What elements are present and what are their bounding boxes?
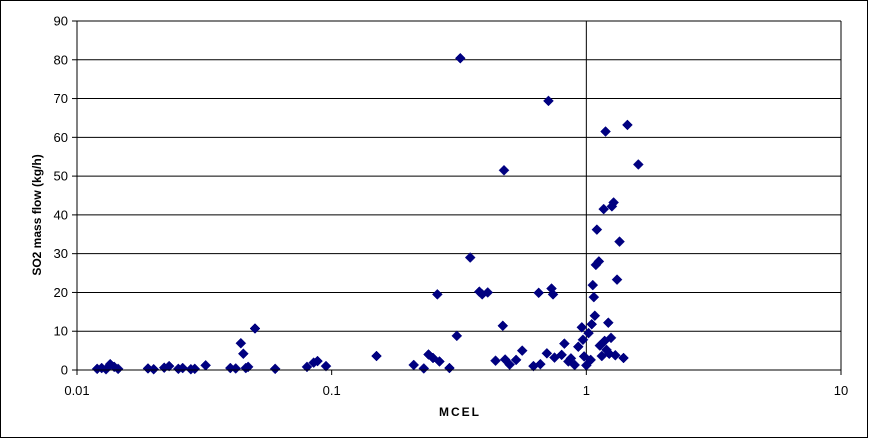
data-point bbox=[249, 323, 261, 334]
y-tick-label: 60 bbox=[54, 130, 68, 145]
data-point bbox=[434, 356, 445, 367]
y-tick-label: 80 bbox=[54, 52, 68, 67]
x-axis-label: MCEL bbox=[439, 405, 481, 419]
y-tick-label: 90 bbox=[54, 14, 68, 29]
data-point bbox=[577, 334, 589, 346]
data-point bbox=[618, 352, 629, 364]
data-point bbox=[320, 360, 332, 372]
data-point bbox=[163, 360, 175, 372]
data-point bbox=[541, 347, 553, 359]
data-point bbox=[556, 349, 568, 361]
data-point bbox=[510, 354, 522, 366]
data-point bbox=[588, 291, 600, 303]
data-point bbox=[535, 358, 546, 370]
y-tick-label: 40 bbox=[54, 207, 68, 222]
y-tick-label: 70 bbox=[54, 91, 68, 106]
data-point bbox=[586, 318, 598, 330]
data-point bbox=[576, 321, 588, 333]
data-point bbox=[602, 317, 614, 329]
data-point bbox=[614, 236, 625, 247]
y-tick-label: 30 bbox=[54, 246, 68, 261]
data-point bbox=[609, 349, 621, 361]
x-tick-label: 10 bbox=[834, 383, 848, 398]
y-tick-label: 20 bbox=[54, 285, 68, 300]
data-point bbox=[600, 126, 611, 137]
data-point bbox=[583, 327, 594, 339]
data-point bbox=[301, 361, 313, 373]
data-point bbox=[498, 164, 510, 176]
data-point bbox=[533, 287, 545, 299]
data-point bbox=[559, 338, 570, 349]
data-point bbox=[482, 287, 494, 298]
data-point bbox=[622, 119, 633, 131]
data-point bbox=[593, 256, 605, 267]
data-point bbox=[608, 197, 619, 208]
data-point bbox=[598, 203, 610, 215]
axes bbox=[72, 20, 842, 375]
data-point bbox=[490, 355, 501, 367]
data-point bbox=[371, 350, 382, 362]
data-point bbox=[585, 354, 597, 366]
data-point bbox=[269, 363, 281, 375]
x-tick-label: 0.1 bbox=[323, 383, 341, 398]
data-point bbox=[611, 274, 623, 286]
x-tick-label: 1 bbox=[583, 383, 590, 398]
data-point bbox=[242, 361, 254, 373]
y-axis-label: SO2 mass flow (kg/h) bbox=[30, 154, 44, 275]
x-tick-label: 0.01 bbox=[64, 383, 89, 398]
data-point bbox=[189, 363, 201, 375]
data-point bbox=[408, 359, 420, 371]
data-point bbox=[230, 363, 242, 374]
data-point bbox=[454, 52, 466, 64]
data-point bbox=[605, 332, 617, 344]
data-point bbox=[418, 363, 430, 374]
data-point bbox=[444, 362, 455, 374]
data-point bbox=[516, 345, 528, 356]
data-point bbox=[543, 95, 554, 107]
data-point bbox=[235, 337, 247, 349]
data-point bbox=[112, 363, 124, 375]
data-point bbox=[587, 279, 599, 291]
data-point bbox=[312, 355, 323, 367]
data-point bbox=[200, 359, 211, 371]
y-tick-label: 50 bbox=[54, 169, 68, 184]
x-tick-labels: 0.01 0.1 1 10 bbox=[64, 383, 848, 398]
gridlines bbox=[77, 20, 841, 370]
data-point bbox=[451, 330, 463, 342]
y-tick-labels: 0 10 20 30 40 50 60 70 80 90 bbox=[54, 14, 68, 378]
y-tick-label: 0 bbox=[61, 363, 68, 378]
data-point bbox=[547, 289, 559, 300]
y-tick-label: 10 bbox=[54, 324, 68, 339]
data-point bbox=[572, 341, 584, 353]
data-point bbox=[177, 362, 189, 374]
data-points bbox=[91, 52, 644, 375]
data-point bbox=[589, 310, 601, 322]
data-point bbox=[148, 363, 160, 375]
data-point bbox=[632, 159, 644, 170]
data-point bbox=[431, 289, 443, 300]
data-point bbox=[591, 224, 603, 235]
data-point bbox=[497, 320, 509, 332]
data-point bbox=[237, 348, 249, 360]
data-point bbox=[464, 252, 476, 263]
